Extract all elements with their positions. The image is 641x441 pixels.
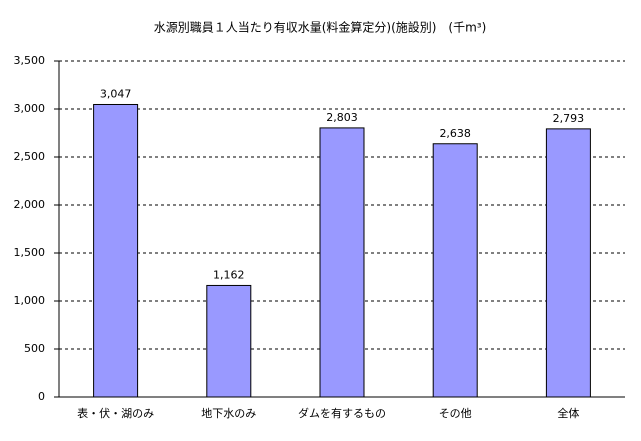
bar [432, 143, 478, 398]
value-label: 3,047 [100, 87, 132, 100]
bar [93, 103, 139, 398]
value-label: 2,803 [326, 111, 358, 124]
y-tick-label: 3,500 [14, 54, 46, 67]
x-tick-label: 全体 [557, 406, 579, 420]
y-tick-label: 1,500 [14, 246, 46, 259]
y-tick-label: 3,000 [14, 102, 46, 115]
value-label: 2,638 [439, 127, 471, 140]
y-tick-label: 1,000 [14, 294, 46, 307]
bar [319, 127, 365, 398]
y-tick-label: 0 [38, 390, 45, 403]
y-tick-label: 2,000 [14, 198, 46, 211]
bar [206, 284, 252, 398]
x-tick-label: ダムを有するもの [298, 406, 386, 420]
x-tick-label: その他 [439, 407, 472, 420]
value-label: 2,793 [553, 112, 585, 125]
x-tick-label: 表・伏・湖のみ [77, 406, 154, 420]
y-tick-label: 500 [24, 342, 45, 355]
x-tick-label: 地下水のみ [201, 407, 256, 420]
bar [545, 128, 591, 398]
y-tick-label: 2,500 [14, 150, 46, 163]
value-label: 1,162 [213, 268, 245, 281]
chart-title: 水源別職員１人当たり有収水量(料金算定分)(施設別) (千m³) [154, 20, 487, 35]
